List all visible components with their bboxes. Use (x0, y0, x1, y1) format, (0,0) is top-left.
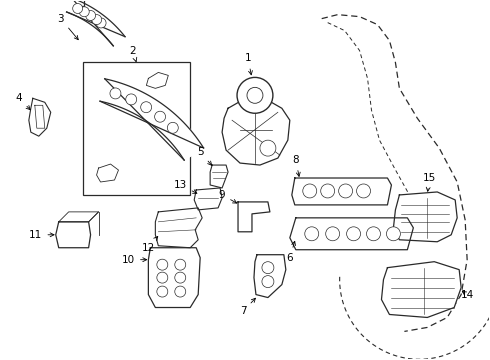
Text: 6: 6 (287, 241, 295, 263)
Circle shape (126, 94, 137, 105)
Circle shape (79, 7, 89, 17)
Circle shape (260, 140, 276, 156)
Polygon shape (148, 248, 200, 307)
Circle shape (92, 15, 102, 24)
Circle shape (155, 111, 166, 122)
Polygon shape (382, 262, 461, 318)
Circle shape (303, 184, 317, 198)
Circle shape (167, 122, 178, 133)
Text: 8: 8 (293, 155, 300, 176)
Polygon shape (393, 192, 457, 242)
Text: 11: 11 (29, 230, 54, 240)
Circle shape (262, 262, 274, 274)
Polygon shape (29, 98, 51, 136)
Circle shape (157, 272, 168, 283)
Circle shape (175, 259, 186, 270)
Text: 3: 3 (57, 14, 78, 40)
Polygon shape (222, 100, 290, 165)
Polygon shape (210, 165, 228, 188)
Circle shape (339, 184, 353, 198)
Circle shape (326, 227, 340, 241)
Text: 5: 5 (197, 147, 212, 165)
Circle shape (86, 10, 96, 21)
Circle shape (357, 184, 370, 198)
Text: 9: 9 (219, 190, 237, 203)
Polygon shape (97, 164, 119, 182)
Polygon shape (290, 218, 414, 250)
Circle shape (367, 227, 380, 241)
Text: 10: 10 (122, 255, 147, 265)
Polygon shape (67, 0, 125, 46)
Circle shape (346, 227, 361, 241)
Circle shape (96, 18, 106, 28)
Text: 7: 7 (240, 298, 255, 316)
Circle shape (387, 227, 400, 241)
Circle shape (247, 87, 263, 103)
Polygon shape (238, 202, 270, 232)
Polygon shape (254, 255, 286, 298)
Polygon shape (292, 178, 392, 205)
Circle shape (237, 77, 273, 113)
Bar (83, 62, 190, 195)
Circle shape (157, 286, 168, 297)
Text: 4: 4 (16, 93, 30, 110)
Text: 13: 13 (173, 180, 197, 193)
Text: 14: 14 (461, 289, 474, 300)
Polygon shape (194, 188, 222, 210)
Circle shape (321, 184, 335, 198)
Polygon shape (155, 208, 202, 248)
Circle shape (157, 259, 168, 270)
Text: 12: 12 (142, 237, 158, 253)
Text: 15: 15 (423, 173, 436, 191)
Circle shape (175, 272, 186, 283)
Circle shape (175, 286, 186, 297)
Polygon shape (56, 222, 91, 248)
Text: 2: 2 (129, 45, 137, 62)
Polygon shape (100, 79, 204, 160)
Circle shape (262, 276, 274, 288)
Text: 1: 1 (245, 54, 252, 75)
Circle shape (73, 4, 83, 13)
Polygon shape (147, 72, 168, 88)
Circle shape (141, 102, 151, 113)
Circle shape (110, 88, 121, 99)
Circle shape (305, 227, 318, 241)
